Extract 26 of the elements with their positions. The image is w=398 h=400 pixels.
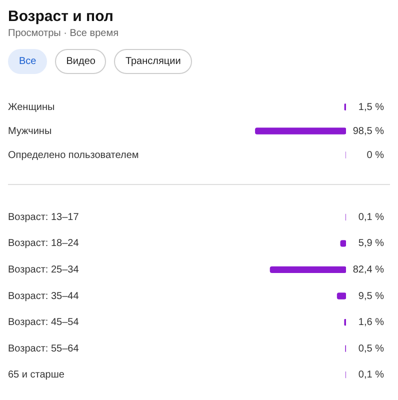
text: Просмотры · Все время: [8, 28, 120, 39]
y-tick-label: Возраст: 55–64: [8, 343, 80, 354]
bar: [270, 266, 346, 274]
y-tick-label: Возраст: 25–34: [8, 264, 80, 276]
text: Трансляции: [114, 49, 192, 74]
data-label: 82,4 %: [352, 264, 384, 276]
data-label: 0,1 %: [358, 212, 384, 223]
y-tick-label: Мужчины: [8, 126, 52, 137]
y-tick-label: 65 и старше: [8, 370, 65, 381]
text: Возраст и пол: [8, 8, 114, 25]
data-label: 5,9 %: [358, 238, 384, 250]
y-tick-label: Женщины: [8, 102, 55, 113]
data-label: 0,5 %: [358, 343, 384, 354]
y-tick-label: Возраст: 45–54: [8, 317, 80, 328]
data-label: 9,5 %: [358, 290, 384, 302]
data-label: 0,1 %: [358, 370, 384, 381]
y-tick-label: Возраст: 35–44: [8, 290, 80, 302]
data-label: 98,5 %: [352, 126, 384, 137]
text: Видео: [55, 49, 106, 74]
data-label: 1,6 %: [358, 317, 384, 328]
data-label: 1,5 %: [358, 102, 384, 113]
data-label: 0 %: [366, 150, 384, 161]
text: Все: [8, 49, 48, 74]
y-tick-label: Возраст: 13–17: [8, 212, 80, 223]
y-tick-label: Определено пользователем: [8, 150, 139, 161]
y-tick-label: Возраст: 18–24: [8, 238, 80, 250]
